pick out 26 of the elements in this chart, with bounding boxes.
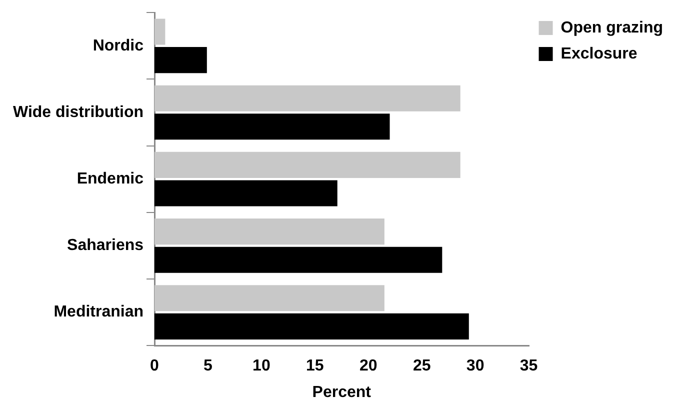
bar [154, 180, 338, 206]
bar [154, 18, 166, 45]
legend-label: Open grazing [560, 19, 664, 36]
bar [154, 152, 460, 178]
y-tick-label: Endemic [76, 170, 144, 188]
x-tick-label: 5 [204, 358, 213, 375]
x-axis-title: Percent [312, 384, 372, 401]
x-tick-label: 0 [150, 358, 160, 375]
bar [154, 47, 207, 74]
bar [154, 218, 384, 245]
y-tick-label: Nordic [92, 37, 144, 54]
y-tick-label: Sahariens [67, 237, 144, 254]
bar [154, 313, 469, 340]
x-tick-label: 15 [306, 358, 324, 375]
bar [154, 85, 460, 112]
bar [154, 246, 442, 273]
x-tick-label: 20 [359, 358, 378, 375]
bar [154, 114, 390, 140]
x-tick-label: 30 [466, 358, 484, 375]
legend-label: Exclosure [560, 45, 638, 62]
y-tick-label: Wide distribution [12, 104, 144, 121]
bar [154, 285, 384, 312]
y-tick-label: Meditranian [54, 304, 144, 321]
x-tick-label: 35 [520, 358, 538, 375]
x-tick-label: 25 [412, 358, 431, 375]
x-tick-label: 10 [252, 358, 270, 375]
